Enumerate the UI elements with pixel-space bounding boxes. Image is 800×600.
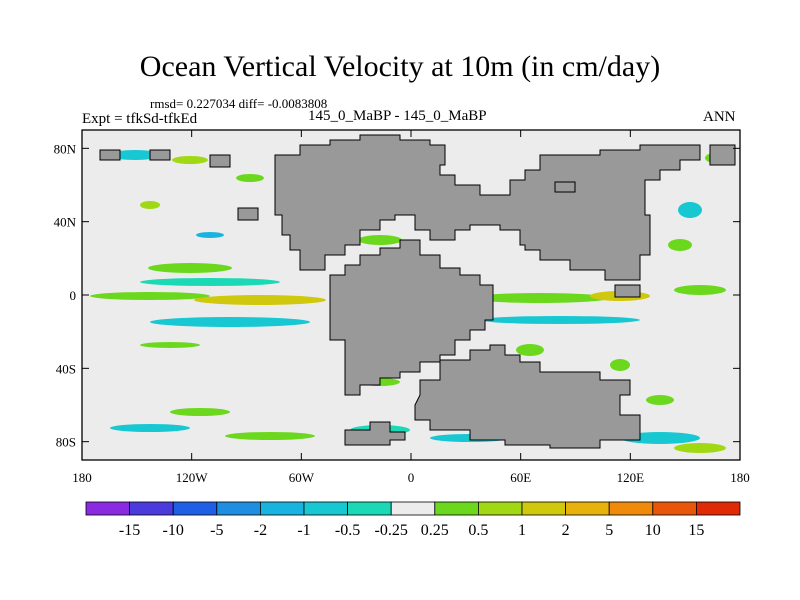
velocity-patch bbox=[480, 316, 640, 324]
velocity-patch bbox=[150, 317, 310, 327]
velocity-patch bbox=[194, 295, 326, 305]
colorbar-swatch bbox=[129, 501, 174, 516]
axis-labels: 180 120W 60W 0 60E 120E 180 80N 40N 0 40S 80S bbox=[54, 141, 750, 485]
axis-ticks bbox=[81, 130, 741, 460]
colorbar-swatch bbox=[521, 501, 566, 516]
y-tick-label: 40N bbox=[54, 215, 77, 230]
colorbar-label: 5 bbox=[605, 522, 613, 539]
x-tick-label: 60E bbox=[510, 470, 531, 485]
velocity-patch bbox=[109, 150, 161, 160]
velocity-patch bbox=[674, 285, 726, 295]
y-tick-label: 80N bbox=[54, 141, 77, 156]
x-tick-label: 120E bbox=[617, 470, 645, 485]
velocity-patch bbox=[470, 293, 610, 303]
colorbar-label: -5 bbox=[210, 522, 223, 539]
velocity-patch bbox=[646, 395, 674, 405]
y-tick-label: 0 bbox=[70, 288, 77, 303]
colorbar-label: -1 bbox=[297, 522, 310, 539]
x-tick-label: 180 bbox=[730, 470, 750, 485]
colorbar-label: -15 bbox=[119, 522, 140, 539]
land-north-laurasia bbox=[274, 134, 701, 281]
y-tick-label: 80S bbox=[56, 435, 76, 450]
x-tick-label: 120W bbox=[176, 470, 209, 485]
velocity-patch bbox=[225, 432, 315, 440]
colorbar-label: 2 bbox=[562, 522, 570, 539]
x-tick-label: 180 bbox=[72, 470, 92, 485]
velocity-patch bbox=[678, 202, 702, 218]
chart-title: Ocean Vertical Velocity at 10m (in cm/da… bbox=[139, 50, 661, 83]
colorbar-label: 10 bbox=[645, 522, 661, 539]
colorbar-label: 0.25 bbox=[421, 522, 449, 539]
colorbar-swatch bbox=[477, 501, 523, 516]
x-tick-label: 0 bbox=[408, 470, 415, 485]
velocity-patch bbox=[110, 424, 190, 432]
velocity-patch bbox=[358, 235, 402, 245]
velocity-patch bbox=[140, 342, 200, 348]
colorbar-swatch bbox=[390, 501, 436, 516]
case-label: 145_0_MaBP - 145_0_MaBP bbox=[308, 108, 487, 124]
land-island bbox=[614, 284, 641, 298]
velocity-patch bbox=[674, 443, 726, 453]
velocity-patch bbox=[668, 239, 692, 251]
velocity-patch bbox=[236, 174, 264, 182]
colorbar-label: -0.25 bbox=[375, 522, 408, 539]
colorbar-label: -2 bbox=[254, 522, 267, 539]
season-label: ANN bbox=[703, 109, 736, 125]
colorbar-swatch bbox=[85, 501, 130, 516]
velocity-patch bbox=[140, 201, 160, 209]
land-island bbox=[99, 149, 121, 161]
colorbar-label: -10 bbox=[163, 522, 184, 539]
colorbar-swatch bbox=[565, 501, 610, 516]
colorbar-swatch bbox=[434, 501, 479, 516]
velocity-patch bbox=[148, 263, 232, 273]
velocity-patch bbox=[170, 408, 230, 416]
velocity-patch bbox=[90, 292, 210, 300]
velocity-patch bbox=[516, 344, 544, 356]
colorbar-swatch bbox=[303, 501, 348, 516]
land-masses bbox=[99, 134, 736, 449]
land-island bbox=[209, 154, 231, 168]
land-south-america-africa bbox=[329, 239, 494, 396]
experiment-label: Expt = tfkSd-tfkEd bbox=[82, 111, 198, 127]
colorbar-swatch bbox=[259, 501, 305, 516]
land-island bbox=[709, 144, 736, 166]
colorbar-label: 15 bbox=[688, 522, 704, 539]
velocity-patch bbox=[196, 232, 224, 238]
land-antarctica-gondwana bbox=[414, 344, 641, 449]
velocity-patches bbox=[90, 150, 735, 453]
colorbar-swatch bbox=[696, 501, 741, 516]
x-tick-label: 60W bbox=[289, 470, 315, 485]
velocity-patch bbox=[172, 156, 208, 164]
map-panel: 180 120W 60W 0 60E 120E 180 80N 40N 0 40S 80S bbox=[54, 129, 750, 485]
velocity-patch bbox=[140, 278, 280, 286]
stats-text: rmsd= 0.227034 diff= -0.0083808 bbox=[150, 96, 328, 111]
colorbar-swatch bbox=[216, 501, 261, 516]
land-island bbox=[149, 149, 171, 161]
colorbar bbox=[85, 501, 741, 516]
y-tick-label: 40S bbox=[56, 361, 76, 376]
land-island bbox=[237, 207, 259, 221]
colorbar-labels: -15 -10 -5 -2 -1 -0.5 -0.25 0.25 0.5 1 2 5 10 15 bbox=[119, 522, 704, 539]
colorbar-swatch bbox=[172, 501, 218, 516]
colorbar-swatch bbox=[652, 501, 697, 516]
colorbar-label: 0.5 bbox=[468, 522, 488, 539]
land-island bbox=[554, 181, 576, 193]
colorbar-swatch bbox=[347, 501, 392, 516]
velocity-patch bbox=[610, 359, 630, 371]
colorbar-swatch bbox=[608, 501, 654, 516]
colorbar-label: 1 bbox=[518, 522, 526, 539]
land-south-ice bbox=[344, 421, 406, 446]
colorbar-label: -0.5 bbox=[335, 522, 360, 539]
